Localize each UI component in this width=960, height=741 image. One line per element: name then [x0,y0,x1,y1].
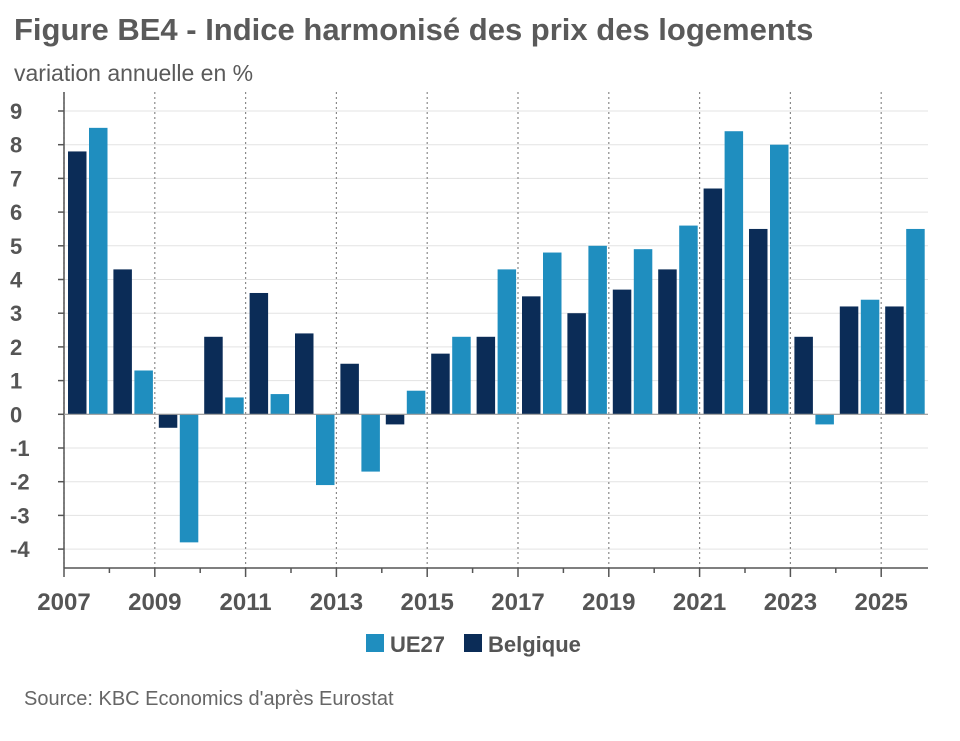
y-tick-label: 9 [10,99,22,124]
bar-ue27-2024 [860,299,880,415]
x-tick-label: 2007 [37,589,90,616]
y-tick-label: -4 [10,537,30,562]
x-tick-label: 2009 [128,589,181,616]
bar-ue27-2013 [361,414,380,472]
bar-ue27-2021 [724,131,744,415]
x-tick-label: 2019 [582,589,635,616]
y-tick-label: 4 [10,268,23,293]
x-tick-label: 2017 [491,589,544,616]
legend-swatch-belgique [464,634,482,652]
legend-swatch-ue27 [366,634,384,652]
bar-belgique-2014 [385,414,405,425]
x-tick-label: 2015 [401,589,454,616]
y-tick-label: -3 [10,503,30,528]
bar-ue27-2020 [679,225,698,415]
bar-ue27-2023 [815,414,834,425]
bar-ue27-2016 [497,269,517,415]
bar-belgique-2011 [249,292,269,415]
source-note: Source: KBC Economics d'après Eurostat [24,688,394,710]
bar-ue27-2017 [543,252,562,415]
bar-belgique-2009 [158,414,178,428]
bar-ue27-2015 [452,336,471,415]
bar-belgique-2012 [295,333,314,415]
bar-belgique-2023 [794,336,813,415]
bar-belgique-2019 [612,289,632,415]
x-tick-label: 2013 [310,589,363,616]
bar-belgique-2017 [522,296,541,415]
bar-ue27-2009 [179,414,199,543]
chart-title: Figure BE4 - Indice harmonisé des prix d… [14,12,814,47]
bar-belgique-2024 [839,306,859,415]
x-tick-label: 2011 [220,589,272,616]
y-tick-label: 7 [10,166,22,191]
bar-belgique-2018 [567,313,586,415]
bar-belgique-2016 [476,336,496,415]
bar-ue27-2022 [770,144,789,415]
bar-ue27-2014 [406,390,426,415]
x-tick-label: 2021 [673,589,726,616]
y-tick-label: 5 [10,234,22,259]
legend-label-belgique: Belgique [488,632,581,657]
bar-belgique-2022 [749,228,768,415]
bar-ue27-2011 [270,394,290,415]
bar-belgique-2013 [340,363,359,415]
y-tick-label: 0 [10,402,22,427]
chart-subtitle: variation annuelle en % [14,60,254,86]
bar-belgique-2021 [703,188,723,415]
bars [68,127,925,543]
x-tick-label: 2023 [764,589,817,616]
y-tick-label: 1 [10,369,22,394]
y-tick-label: 2 [10,335,22,360]
bar-belgique-2007 [68,151,87,415]
bar-chart: -4 -3 -2 -1 0 1 2 3 4 5 6 7 8 9 2007 2009 2011 2013 2015 20… [10,92,928,657]
x-tick-label: 2025 [855,589,908,616]
bar-belgique-2015 [431,353,450,415]
y-tick-label: -1 [10,436,30,461]
y-tick-label: -2 [10,470,30,495]
y-tick-label: 6 [10,200,22,225]
bar-belgique-2020 [658,269,677,415]
y-tick-label: 8 [10,133,22,158]
bar-ue27-2007 [89,127,108,415]
bar-belgique-2008 [113,269,132,415]
axes: -4 -3 -2 -1 0 1 2 3 4 5 6 7 8 9 2007 2009 2011 2013 2015 20… [10,92,928,616]
bar-ue27-2010 [225,397,244,415]
bar-belgique-2025 [885,306,904,415]
bar-belgique-2010 [204,336,223,415]
legend: UE27 Belgique [366,632,581,657]
bar-ue27-2019 [633,249,653,415]
bar-ue27-2008 [134,370,153,415]
y-tick-label: 3 [10,301,22,326]
bar-ue27-2012 [316,414,335,486]
legend-label-ue27: UE27 [390,632,445,657]
bar-ue27-2025 [906,228,925,415]
bar-ue27-2018 [588,245,607,415]
